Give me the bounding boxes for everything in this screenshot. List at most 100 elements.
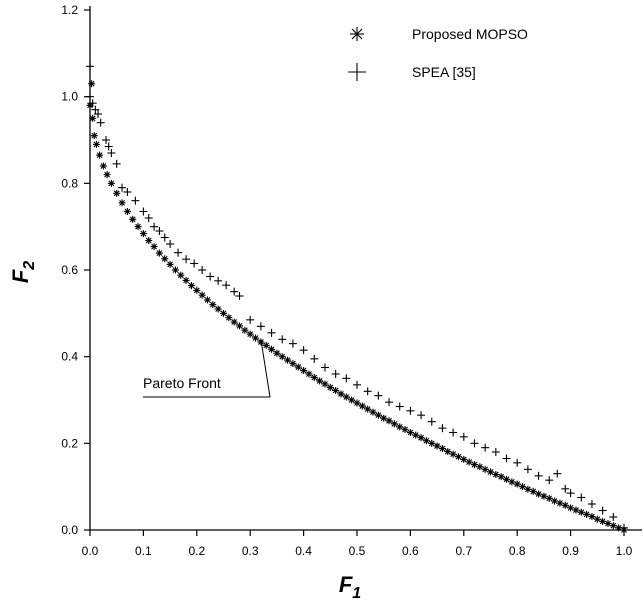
spea-point [513, 458, 522, 467]
y-tick-label: 0.6 [61, 263, 78, 277]
spea-point [190, 259, 199, 268]
mopso-point [187, 282, 195, 290]
y-ticks: 0.0 0.2 0.4 0.6 0.8 1.0 1.2 [61, 3, 90, 537]
series-star [86, 80, 628, 534]
spea-point [577, 493, 586, 502]
spea-point [107, 149, 116, 157]
mopso-point [433, 442, 441, 450]
mopso-point [321, 380, 329, 388]
spea-point [174, 248, 183, 257]
mopso-point [139, 230, 147, 238]
y-tick-label: 1.0 [61, 90, 78, 104]
x-tick-label: 0.7 [455, 544, 472, 558]
mopso-point [513, 480, 521, 488]
mopso-point [588, 513, 596, 521]
spea-point [481, 443, 490, 452]
mopso-point [150, 243, 158, 251]
x-tick-label: 1.0 [616, 544, 633, 558]
mopso-point [476, 463, 484, 471]
spea-point [502, 454, 511, 463]
x-tick-label: 0.8 [509, 544, 526, 558]
spea-point [561, 484, 570, 493]
mopso-point [96, 151, 104, 159]
spea-point [267, 328, 276, 337]
annotation-leader-line [143, 339, 271, 398]
mopso-point [385, 417, 393, 425]
mopso-point [92, 140, 100, 148]
spea-point [406, 406, 415, 415]
spea-point [222, 281, 231, 290]
mopso-point [406, 429, 414, 436]
mopso-point [508, 478, 516, 486]
x-tick-label: 0.6 [402, 544, 419, 558]
mopso-point [604, 520, 612, 527]
spea-point [102, 136, 111, 144]
mopso-point [481, 465, 489, 473]
mopso-point [364, 405, 372, 413]
mopso-point [438, 445, 446, 453]
mopso-point [390, 420, 398, 428]
spea-point [246, 315, 255, 324]
mopso-point [460, 455, 468, 463]
x-tick-label: 0.4 [295, 544, 312, 558]
mopso-point [561, 501, 569, 509]
mopso-point [129, 215, 137, 223]
spea-point [491, 448, 500, 456]
spea-point [470, 439, 479, 448]
mopso-point [123, 208, 131, 215]
spea-point [112, 159, 121, 168]
spea-point [310, 354, 319, 363]
mopso-point [214, 305, 222, 313]
axes [89, 6, 642, 531]
spea-point [598, 506, 607, 515]
mopso-point [348, 396, 356, 404]
mopso-point [444, 448, 452, 456]
mopso-point [572, 506, 580, 514]
mopso-point [310, 373, 318, 381]
legend-label-spea: SPEA [35] [412, 64, 476, 80]
mopso-point [492, 471, 500, 479]
plot-area [86, 62, 628, 534]
y-tick-label: 0.2 [61, 436, 78, 450]
spea-point [553, 469, 562, 478]
mopso-point [422, 437, 430, 445]
mopso-point [342, 393, 350, 401]
mopso-point [118, 199, 126, 207]
x-tick-label: 0.0 [82, 544, 99, 558]
spea-point [182, 255, 191, 264]
mopso-point [556, 499, 564, 507]
spea-point [155, 227, 164, 235]
spea-point [459, 432, 468, 441]
x-tick-label: 0.3 [242, 544, 259, 558]
mopso-point [89, 114, 97, 122]
mopso-point [470, 461, 478, 469]
spea-point [534, 471, 543, 480]
spea-point [342, 374, 351, 383]
mopso-point [593, 515, 601, 523]
spea-point [198, 266, 207, 274]
mopso-point [374, 411, 382, 419]
spea-point [417, 411, 426, 420]
mopso-point [241, 326, 249, 334]
spea-point [94, 110, 103, 118]
mopso-point [90, 132, 98, 140]
mopso-point [428, 439, 436, 447]
spea-point [320, 363, 329, 372]
x-tick-label: 0.2 [188, 544, 205, 558]
mopso-point [177, 271, 185, 279]
mopso-point [203, 296, 211, 304]
spea-point [104, 142, 113, 151]
legend-marker-star [350, 27, 364, 41]
mopso-point [412, 431, 420, 439]
spea-point [206, 272, 215, 281]
spea-point [278, 335, 287, 344]
spea-point [160, 233, 169, 242]
legend: Proposed MOPSO SPEA [35] [348, 26, 528, 81]
mopso-point [113, 189, 121, 197]
spea-point [144, 214, 153, 222]
mopso-point [268, 345, 276, 353]
mopso-point [246, 330, 254, 338]
legend-marker-plus [348, 63, 366, 81]
y-axis-label: F2 [8, 261, 38, 283]
x-axis-label: F1 [339, 572, 361, 602]
